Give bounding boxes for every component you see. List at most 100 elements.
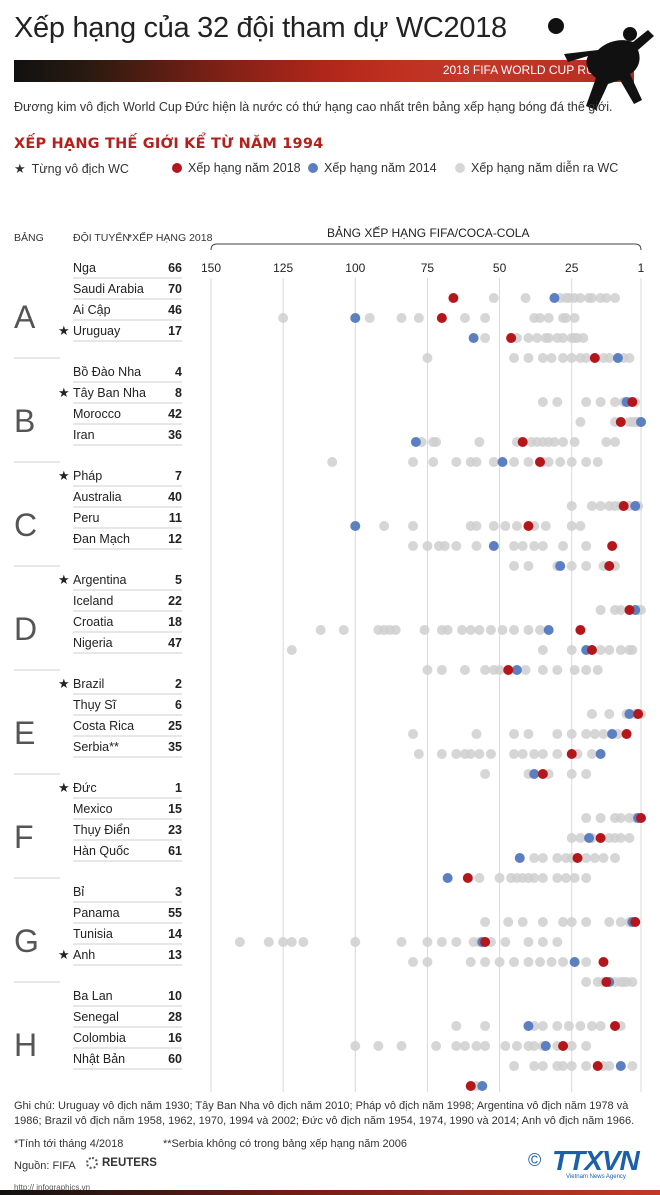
rank-2014-dot: [636, 417, 646, 427]
rank-wc-dot: [327, 457, 338, 467]
rank-wc-dot: [396, 937, 407, 947]
rank-wc-dot: [552, 853, 563, 863]
team-name: Nga: [73, 261, 96, 275]
team-rank-2018: 4: [175, 365, 182, 379]
team-name: Đan Mạch: [73, 532, 130, 546]
rank-wc-dot: [566, 561, 577, 571]
rank-wc-dot: [503, 917, 514, 927]
rank-wc-dot: [413, 749, 424, 759]
rank-2014-dot: [350, 313, 361, 323]
rank-wc-dot: [543, 313, 554, 323]
rank-wc-dot: [592, 665, 603, 675]
rank-wc-dot: [558, 541, 569, 551]
rank-wc-dot: [500, 1041, 511, 1051]
rank-2018-dot: [592, 1061, 603, 1071]
rank-wc-dot: [546, 353, 557, 363]
footnote-rank-date: *Tính tới tháng 4/2018: [14, 1138, 124, 1150]
star-icon: ★: [58, 324, 70, 339]
rank-2018-dot: [618, 501, 629, 511]
rank-wc-dot: [575, 521, 586, 531]
team-name: Croatia: [73, 615, 113, 629]
rank-wc-dot: [509, 541, 520, 551]
team-name: Iran: [73, 428, 95, 442]
rank-wc-dot: [569, 873, 580, 883]
rank-wc-dot: [350, 1041, 361, 1051]
rank-wc-dot: [604, 1061, 615, 1071]
reuters-label: REUTERS: [102, 1157, 157, 1169]
rank-wc-dot: [537, 1061, 548, 1071]
star-icon: ★: [58, 386, 70, 401]
rank-wc-dot: [581, 917, 592, 927]
rank-wc-dot: [595, 501, 606, 511]
rank-wc-dot: [595, 397, 606, 407]
group-letter: C: [14, 507, 37, 543]
rank-wc-dot: [569, 437, 580, 447]
rank-wc-dot: [480, 769, 491, 779]
team-rank-2018: 16: [168, 1031, 182, 1045]
team-rank-2018: 46: [168, 303, 182, 317]
rank-wc-dot: [509, 353, 520, 363]
rank-2018-dot: [636, 813, 646, 823]
rank-wc-dot: [589, 853, 600, 863]
rank-wc-dot: [529, 541, 540, 551]
team-rank-2018: 23: [168, 823, 182, 837]
rank-wc-dot: [494, 957, 505, 967]
rank-wc-dot: [566, 769, 577, 779]
rank-wc-dot: [558, 437, 569, 447]
rank-wc-dot: [511, 521, 522, 531]
team-rank-2018: 17: [168, 324, 182, 338]
rank-2018-dot: [436, 313, 447, 323]
rank-wc-dot: [581, 853, 592, 863]
site-url[interactable]: http:// infographics.vn: [14, 1183, 91, 1192]
rank-wc-dot: [286, 937, 297, 947]
rank-wc-dot: [592, 457, 603, 467]
rank-2018-dot: [506, 333, 517, 343]
team-name: Saudi Arabia: [73, 282, 144, 296]
rank-wc-dot: [569, 313, 580, 323]
team-name: Australia: [73, 490, 122, 504]
rank-wc-dot: [534, 957, 545, 967]
rank-wc-dot: [442, 625, 453, 635]
rank-wc-dot: [563, 1021, 574, 1031]
rank-2014-dot: [468, 333, 479, 343]
rank-wc-dot: [610, 397, 621, 407]
rank-2014-dot: [497, 457, 508, 467]
rank-wc-dot: [610, 853, 621, 863]
rank-wc-dot: [451, 541, 462, 551]
rank-wc-dot: [408, 521, 419, 531]
team-name: Ai Cập: [73, 303, 111, 317]
rank-wc-dot: [558, 1061, 569, 1071]
rank-wc-dot: [422, 353, 433, 363]
rank-wc-dot: [471, 521, 482, 531]
rank-wc-dot: [566, 917, 577, 927]
rank-2018-dot: [586, 645, 597, 655]
banner: 2018 FIFA WORLD CUP RUSSIA: [14, 60, 634, 82]
rank-wc-dot: [451, 1021, 462, 1031]
bottom-bar: [0, 1190, 660, 1195]
rank-wc-dot: [408, 541, 419, 551]
team-rank-2018: 12: [168, 532, 182, 546]
chart-title: BẢNG XẾP HẠNG FIFA/COCA-COLA: [327, 226, 530, 240]
rank-wc-dot: [523, 561, 534, 571]
rank-wc-dot: [422, 937, 433, 947]
rank-wc-dot: [566, 1041, 577, 1051]
team-name: Anh: [73, 948, 95, 962]
rank-wc-dot: [581, 457, 592, 467]
rank-wc-dot: [595, 645, 606, 655]
rank-wc-dot: [509, 957, 520, 967]
column-header-group: BẢNG: [14, 232, 44, 244]
rank-wc-dot: [480, 957, 491, 967]
rank-wc-dot: [488, 457, 499, 467]
rank-2014-dot: [540, 1041, 551, 1051]
x-tick-label: 75: [421, 261, 435, 275]
rank-wc-dot: [474, 437, 485, 447]
rank-wc-dot: [546, 957, 557, 967]
rank-wc-dot: [595, 813, 606, 823]
rank-wc-dot: [471, 1041, 482, 1051]
rank-2018-dot: [462, 873, 473, 883]
rank-2014-dot: [529, 769, 540, 779]
rank-wc-dot: [537, 937, 548, 947]
rank-2014-dot: [549, 293, 560, 303]
rank-wc-dot: [408, 729, 419, 739]
